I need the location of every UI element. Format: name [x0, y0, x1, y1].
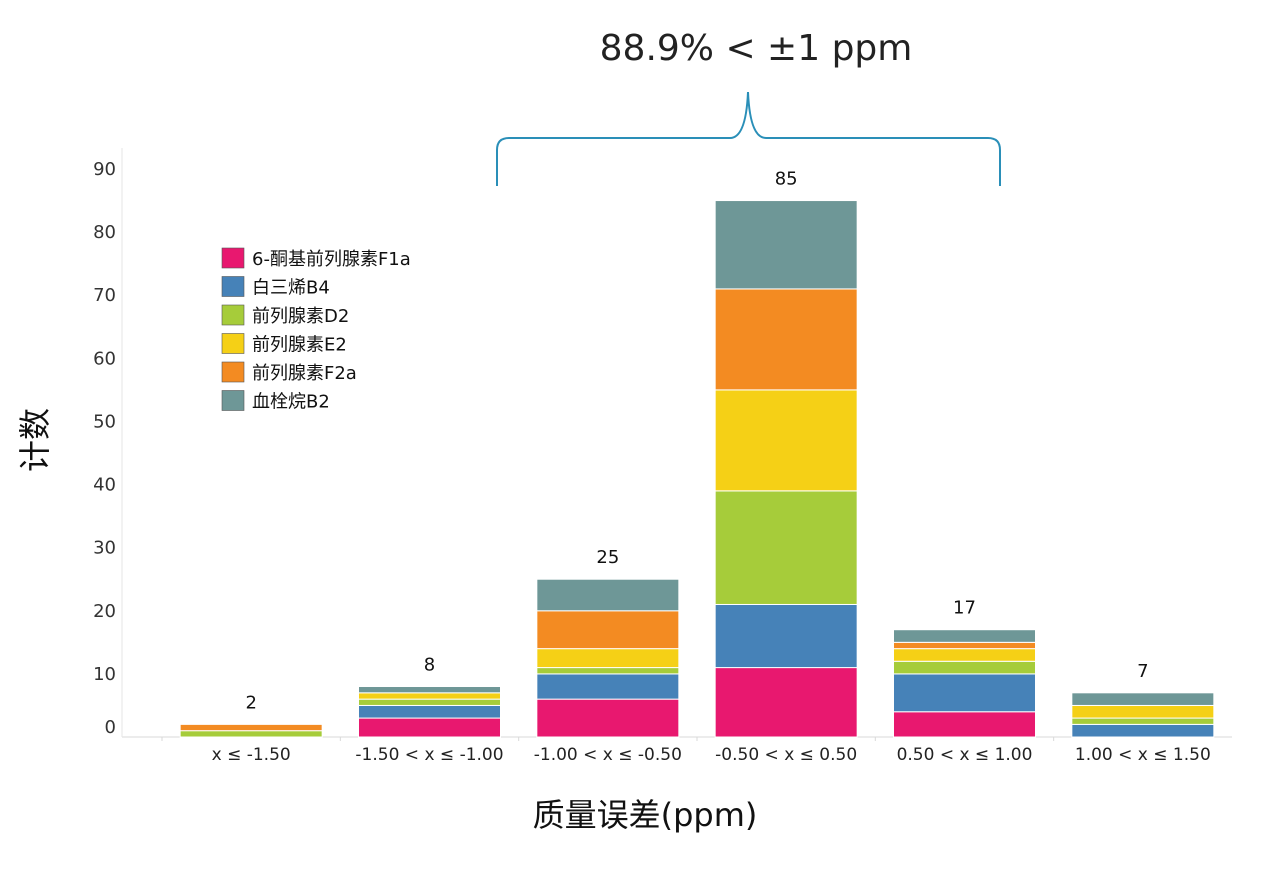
legend: 6-酮基前列腺素F1a 白三烯B4 前列腺素D2 前列腺素E2 前列腺素F2a 血栓烷B2: [221, 247, 411, 413]
bar-segment: [536, 578, 680, 612]
bar-segment: [714, 490, 858, 605]
y-tick-label: 0: [105, 717, 116, 738]
bar-segment: [893, 641, 1036, 650]
legend-swatch: [221, 390, 245, 411]
bar-segment: [714, 288, 858, 391]
bar-segment: [893, 711, 1036, 738]
bar-segment: [358, 717, 501, 738]
legend-label: 前列腺素F2a: [252, 363, 357, 384]
x-axis-title: 质量误差(ppm): [533, 796, 758, 834]
bar-segment: [179, 723, 323, 732]
y-tick-label: 70: [93, 285, 116, 306]
x-axis: x ≤ -1.50 -1.50 < x ≤ -1.00 -1.00 < x ≤ -0…: [161, 737, 1211, 765]
y-tick-label: 30: [93, 538, 116, 559]
legend-swatch: [221, 333, 245, 354]
bar-total-label: 85: [775, 169, 798, 190]
legend-label: 6-酮基前列腺素F1a: [252, 249, 411, 270]
bar-total-label: 25: [596, 547, 619, 568]
bar-total-label: 17: [953, 598, 976, 619]
bars: [179, 200, 1215, 738]
bar-segment: [893, 629, 1036, 643]
bar-segment: [714, 603, 858, 669]
annotation-title: 88.9% < ±1 ppm: [600, 28, 913, 69]
bar-segment: [536, 698, 680, 738]
y-tick-label: 50: [93, 411, 116, 432]
x-tick-label: -1.50 < x ≤ -1.00: [355, 745, 503, 765]
bar-segment: [536, 673, 680, 700]
y-tick-label: 80: [93, 222, 116, 243]
legend-swatch: [221, 361, 245, 383]
bar-segment: [714, 200, 858, 290]
y-tick-label: 10: [93, 664, 116, 685]
legend-swatch: [221, 276, 245, 297]
x-tick-label: x ≤ -1.50: [212, 745, 291, 765]
bar-segment: [1071, 717, 1215, 725]
bar-total-label: 7: [1137, 661, 1148, 682]
legend-swatch: [221, 247, 245, 269]
bar-segment: [1071, 692, 1215, 706]
bar-segment: [358, 698, 501, 706]
y-tick-label: 60: [93, 348, 116, 369]
bar-segment: [893, 660, 1036, 675]
legend-swatch: [221, 304, 245, 326]
y-axis: 0 10 20 30 40 50 60 70 80 90: [93, 148, 1232, 738]
bar-segment: [358, 692, 501, 700]
x-tick-label: -0.50 < x ≤ 0.50: [715, 745, 857, 765]
bar-segment: [358, 704, 501, 719]
legend-label: 前列腺素D2: [252, 306, 349, 327]
bar-segment: [714, 389, 858, 492]
bar-segment: [536, 648, 680, 669]
bar-segment: [1071, 723, 1215, 738]
bar-segment: [714, 667, 858, 738]
bar-total-label: 2: [245, 692, 256, 713]
bar-segment: [536, 667, 680, 675]
bar-segment: [1071, 704, 1215, 719]
y-axis-title: 计数: [16, 408, 54, 472]
bar-segment: [893, 673, 1036, 713]
x-tick-label: 0.50 < x ≤ 1.00: [897, 745, 1033, 765]
legend-label: 白三烯B4: [252, 278, 330, 299]
bar-segment: [536, 610, 680, 650]
bar-segment: [358, 686, 501, 694]
bar-segment: [179, 730, 323, 738]
y-tick-label: 90: [93, 159, 116, 180]
x-tick-label: -1.00 < x ≤ -0.50: [534, 745, 682, 765]
y-tick-label: 40: [93, 475, 116, 496]
bar-segment: [893, 648, 1036, 662]
x-tick-label: 1.00 < x ≤ 1.50: [1075, 745, 1211, 765]
bar-totals: 2 8 25 85 17 7: [245, 169, 1148, 714]
legend-label: 血栓烷B2: [252, 392, 330, 413]
bar-total-label: 8: [424, 655, 435, 676]
legend-label: 前列腺素E2: [252, 335, 347, 356]
annotation-brace: [496, 91, 1001, 186]
y-tick-label: 20: [93, 601, 116, 622]
